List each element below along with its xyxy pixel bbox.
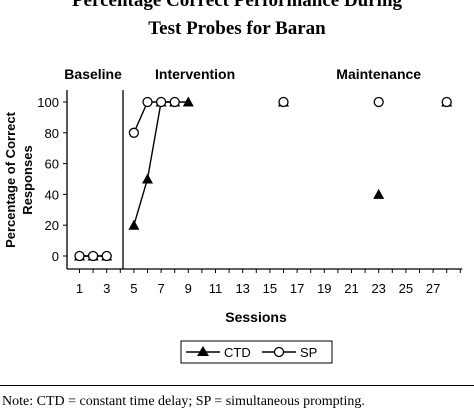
y-tick-label: 100 [37, 95, 59, 110]
phase-label: Intervention [155, 66, 235, 82]
x-tick-label: 23 [371, 281, 385, 296]
y-tick-label: 60 [45, 157, 59, 172]
data-point-sp [169, 96, 180, 108]
x-tick-label: 27 [426, 281, 440, 296]
x-tick-label: 13 [235, 281, 249, 296]
data-point-sp [441, 96, 452, 108]
data-point-ctd [182, 96, 194, 107]
y-axis-label-line1: Percentage of Correct [3, 111, 18, 247]
y-tick-label: 80 [45, 126, 59, 141]
series-line-sp [133, 101, 175, 134]
x-tick-label: 17 [290, 281, 304, 296]
x-tick-label: 11 [209, 281, 223, 296]
data-point-sp [101, 250, 112, 262]
y-tick-label: 0 [52, 249, 59, 264]
legend-sp-circle-icon [273, 346, 285, 358]
legend-sp-label: SP [300, 345, 317, 360]
x-tick-label: 19 [317, 281, 331, 296]
phase-label: Baseline [64, 66, 122, 82]
y-tick-label: 20 [45, 218, 59, 233]
data-point-sp [373, 96, 384, 108]
x-tick-label: 25 [399, 281, 413, 296]
figure-note: Note: CTD = constant time delay; SP = si… [2, 394, 365, 409]
y-axis-label-line2: Responses [20, 145, 35, 214]
legend: CTD SP [180, 340, 333, 364]
phase-label: Maintenance [336, 66, 421, 82]
note-divider [0, 385, 474, 386]
x-tick-label: 3 [103, 281, 110, 296]
chart-title-line1: Percentage Correct Performance During [71, 0, 403, 11]
legend-box [180, 340, 333, 364]
chart-title-line2: Test Probes for Baran [148, 18, 326, 39]
data-point-sp [278, 96, 289, 108]
legend-ctd-triangle-icon [197, 346, 209, 356]
x-axis-label: Sessions [225, 309, 287, 325]
x-tick-label: 15 [263, 281, 277, 296]
data-point-ctd [373, 188, 385, 199]
x-tick-label: 5 [130, 281, 137, 296]
phase-labels: Baseline Intervention Maintenance [64, 66, 421, 82]
y-axis-label: Percentage of Correct Responses [3, 111, 35, 247]
series-lines [79, 101, 189, 257]
data-point-sp [128, 127, 140, 138]
x-tick-label: 1 [76, 281, 83, 296]
x-tick-label: 9 [185, 281, 192, 296]
x-tick-label: 21 [344, 281, 358, 296]
data-point-sp [74, 250, 85, 262]
data-point-sp [155, 96, 167, 108]
series-markers [74, 96, 453, 262]
data-point-sp [142, 96, 153, 108]
data-point-sp [87, 250, 99, 262]
data-point-ctd [128, 219, 140, 230]
legend-ctd-label: CTD [224, 345, 251, 360]
y-tick-label: 40 [45, 187, 59, 202]
series-line-ctd [133, 101, 189, 226]
data-point-ctd [142, 173, 153, 184]
x-tick-label: 7 [157, 281, 164, 296]
